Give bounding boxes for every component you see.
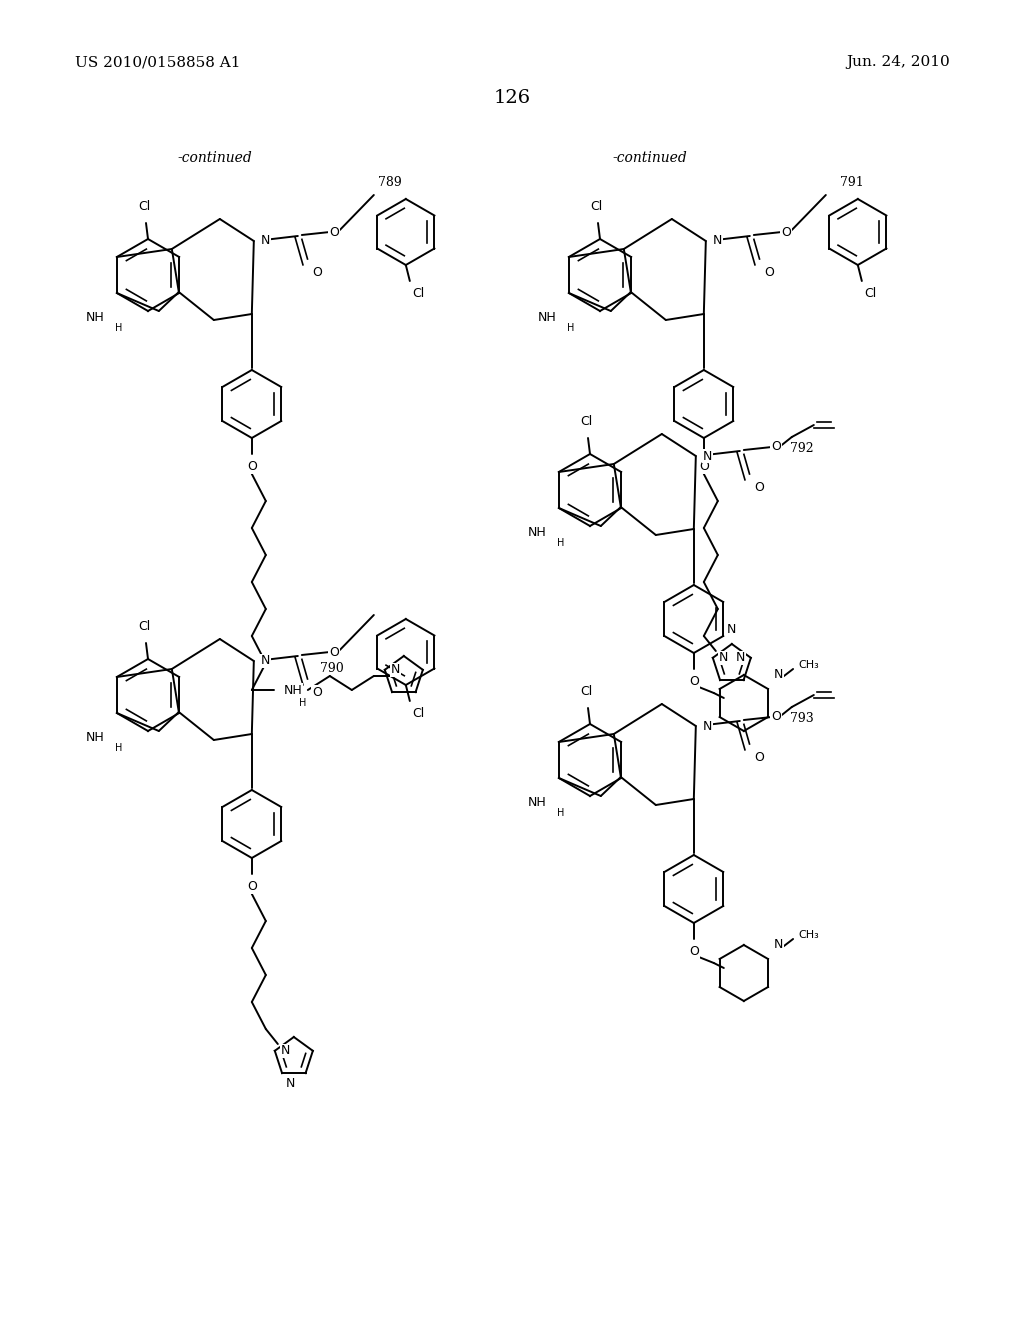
Text: 791: 791 [840, 176, 864, 189]
Text: O: O [754, 480, 764, 494]
Text: O: O [781, 226, 791, 239]
Text: Cl: Cl [412, 708, 424, 719]
Text: N: N [735, 651, 744, 664]
Text: -continued: -continued [177, 150, 252, 165]
Text: N: N [727, 623, 736, 636]
Text: N: N [774, 939, 783, 950]
Text: H: H [115, 323, 123, 333]
Text: H: H [299, 698, 306, 708]
Text: H: H [557, 539, 564, 548]
Text: O: O [312, 686, 322, 700]
Text: O: O [247, 459, 257, 473]
Text: O: O [312, 267, 322, 279]
Text: N: N [261, 235, 270, 248]
Text: N: N [281, 1044, 290, 1057]
Text: O: O [329, 645, 339, 659]
Text: 790: 790 [319, 661, 344, 675]
Text: Cl: Cl [580, 414, 592, 428]
Text: N: N [702, 719, 713, 733]
Text: Cl: Cl [864, 286, 877, 300]
Text: N: N [286, 1077, 296, 1090]
Text: NH: NH [528, 796, 547, 809]
Text: Cl: Cl [590, 201, 602, 213]
Text: 793: 793 [790, 711, 814, 725]
Text: NH: NH [284, 684, 302, 697]
Text: NH: NH [538, 312, 557, 323]
Text: CH₃: CH₃ [798, 931, 819, 940]
Text: Cl: Cl [138, 201, 151, 213]
Text: NH: NH [86, 731, 104, 744]
Text: Cl: Cl [412, 286, 424, 300]
Text: 126: 126 [494, 88, 530, 107]
Text: O: O [764, 267, 774, 279]
Text: H: H [567, 323, 574, 333]
Text: -continued: -continued [612, 150, 687, 165]
Text: N: N [261, 655, 270, 668]
Text: N: N [391, 664, 400, 676]
Text: CH₃: CH₃ [798, 660, 819, 671]
Text: H: H [557, 808, 564, 818]
Text: 789: 789 [378, 176, 401, 189]
Text: O: O [699, 459, 709, 473]
Text: N: N [702, 450, 713, 462]
Text: NH: NH [86, 312, 104, 323]
Text: O: O [329, 226, 339, 239]
Text: US 2010/0158858 A1: US 2010/0158858 A1 [75, 55, 241, 69]
Text: N: N [713, 235, 722, 248]
Text: NH: NH [528, 525, 547, 539]
Text: 792: 792 [790, 441, 814, 454]
Text: O: O [771, 441, 780, 454]
Text: Cl: Cl [138, 620, 151, 634]
Text: O: O [771, 710, 780, 723]
Text: O: O [247, 880, 257, 894]
Text: Jun. 24, 2010: Jun. 24, 2010 [846, 55, 950, 69]
Text: N: N [774, 668, 783, 681]
Text: N: N [719, 651, 728, 664]
Text: O: O [689, 675, 698, 688]
Text: Cl: Cl [580, 685, 592, 698]
Text: O: O [689, 945, 698, 958]
Text: O: O [754, 751, 764, 764]
Text: H: H [115, 743, 123, 752]
